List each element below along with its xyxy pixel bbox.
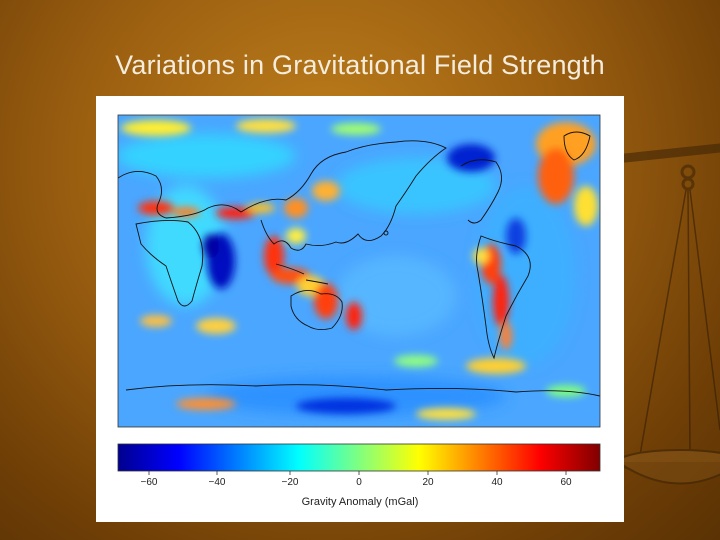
colorbar-title: Gravity Anomaly (mGal) <box>301 496 419 508</box>
slide-title: Variations in Gravitational Field Streng… <box>115 50 605 80</box>
colorbar-tick-label: −40 <box>208 477 226 488</box>
gravity-map <box>117 114 601 475</box>
colorbar <box>117 443 601 472</box>
coastlines <box>118 131 600 397</box>
colorbar-tick-label: 0 <box>356 477 362 488</box>
colorbar-tick-label: −60 <box>140 477 158 488</box>
colorbar-tick-label: 40 <box>491 477 503 488</box>
colorbar-tick-label: −20 <box>281 477 299 488</box>
colorbar-ticks <box>148 471 567 475</box>
map-frame <box>117 114 601 428</box>
gravity-anomaly-figure: −60 −40 −20 0 20 40 60 Gravity Anomaly (… <box>96 96 624 522</box>
colorbar-tick-label: 20 <box>422 477 434 488</box>
colorbar-tick-label: 60 <box>560 477 572 488</box>
anomaly-field <box>118 115 600 427</box>
